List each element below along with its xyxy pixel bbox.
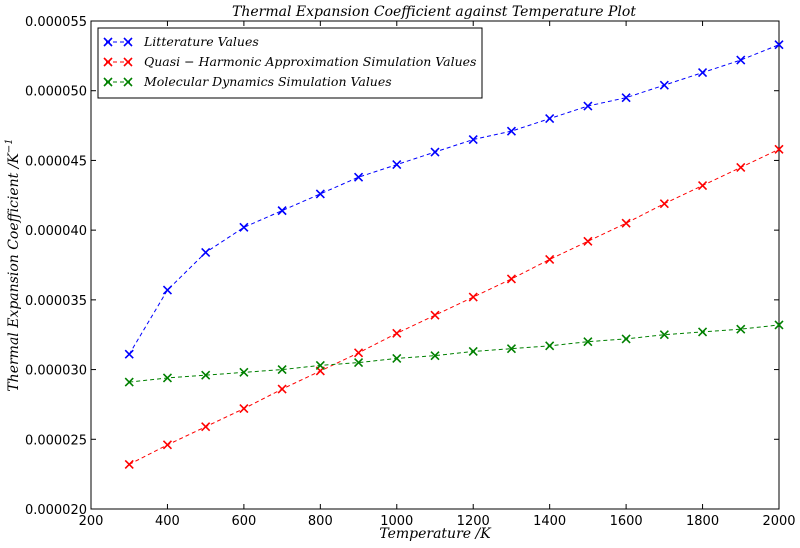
data-point <box>315 189 325 199</box>
data-point <box>239 404 249 414</box>
x-tick-label: 1600 <box>610 514 643 529</box>
data-point <box>545 341 555 351</box>
data-point <box>621 334 631 344</box>
legend-marker <box>103 37 113 47</box>
y-tick-label: 0.000040 <box>25 224 87 239</box>
y-tick-label: 0.000050 <box>25 85 87 100</box>
legend-marker <box>123 37 133 47</box>
legend-marker <box>123 77 133 87</box>
data-point <box>124 459 134 469</box>
data-point <box>621 93 631 103</box>
legend-marker <box>103 77 113 87</box>
x-tick-label: 200 <box>79 514 104 529</box>
legend-marker <box>123 57 133 67</box>
y-axis-label: Thermal Expansion Coefficient /K−1 <box>4 138 22 391</box>
data-point <box>430 147 440 157</box>
data-point <box>736 55 746 65</box>
y-tick-label: 0.000025 <box>25 433 87 448</box>
data-point <box>697 180 708 191</box>
data-point <box>353 358 364 368</box>
x-tick-label: 1200 <box>457 514 490 529</box>
y-tick-label: 0.000035 <box>25 294 87 309</box>
data-point <box>392 353 402 363</box>
y-tick-label: 0.000020 <box>25 503 87 518</box>
data-point <box>201 422 211 432</box>
data-point <box>430 310 440 320</box>
data-point <box>774 320 784 330</box>
data-point <box>277 206 287 216</box>
data-point <box>239 367 249 377</box>
data-point <box>162 285 173 295</box>
data-point <box>506 344 517 354</box>
y-tick-label: 0.000055 <box>25 15 87 30</box>
legend-entry: Litterature Values <box>103 34 259 49</box>
data-point <box>353 172 364 182</box>
data-point <box>774 144 784 154</box>
data-point <box>736 324 746 334</box>
x-tick-label: 600 <box>231 514 256 529</box>
data-point <box>774 40 784 50</box>
data-point <box>201 370 211 380</box>
x-tick-label: 2000 <box>762 514 795 529</box>
series-line <box>128 44 780 355</box>
x-tick-label: 400 <box>155 514 180 529</box>
legend-entry: Molecular Dynamics Simulation Values <box>103 74 392 89</box>
data-point <box>659 199 669 209</box>
data-point <box>545 114 555 124</box>
data-point <box>468 346 478 357</box>
data-point <box>162 373 173 383</box>
x-tick-label: 1400 <box>533 514 566 529</box>
data-point <box>736 162 746 172</box>
data-point <box>659 330 669 340</box>
chart-title: Thermal Expansion Coefficient against Te… <box>232 4 636 20</box>
data-point <box>162 440 173 450</box>
data-point <box>201 247 211 258</box>
data-point <box>277 365 287 375</box>
legend-label: Quasi − Harmonic Approximation Simulatio… <box>144 54 476 69</box>
data-point <box>583 236 593 246</box>
data-point <box>659 80 669 90</box>
x-axis-label: Temperature /K <box>379 526 492 542</box>
legend-box <box>97 27 483 99</box>
y-tick-label: 0.000045 <box>25 154 87 169</box>
y-tick-label: 0.000030 <box>25 364 87 379</box>
x-tick-label: 1000 <box>380 514 413 529</box>
series-line <box>128 148 780 465</box>
data-point <box>468 134 478 145</box>
legend: Litterature Values Quasi − Harmonic Appro… <box>97 27 483 99</box>
data-point <box>545 254 555 264</box>
data-point <box>392 328 402 338</box>
data-point <box>621 218 631 228</box>
data-point <box>506 126 517 136</box>
x-tick-label: 1800 <box>686 514 719 529</box>
data-point <box>124 349 134 359</box>
x-tick-label: 800 <box>308 514 333 529</box>
legend-entry: Quasi − Harmonic Approximation Simulatio… <box>103 54 476 69</box>
y-axis-label-base: Thermal Expansion Coefficient /K <box>6 152 22 392</box>
data-point <box>430 351 440 361</box>
y-axis-label-exponent: −1 <box>4 138 15 153</box>
series-line <box>129 324 780 383</box>
data-point <box>583 101 593 111</box>
data-point <box>353 348 364 358</box>
data-point <box>697 327 708 337</box>
series-1 <box>124 40 784 359</box>
data-point <box>277 384 287 394</box>
legend-label: Molecular Dynamics Simulation Values <box>143 74 392 89</box>
legend-label: Litterature Values <box>143 34 259 49</box>
data-point <box>392 160 402 170</box>
axis-ticks: 200 400 600 800 1000 1200 1400 1600 1800 2000 0.00… <box>25 15 796 529</box>
data-point <box>239 222 249 232</box>
legend-marker <box>103 57 113 67</box>
data-point <box>315 360 325 370</box>
series-3 <box>124 320 784 387</box>
data-point <box>697 68 708 78</box>
series-layer <box>124 40 784 469</box>
data-point <box>583 337 593 347</box>
data-point <box>124 377 134 387</box>
data-point <box>506 274 517 284</box>
data-point <box>468 292 478 302</box>
